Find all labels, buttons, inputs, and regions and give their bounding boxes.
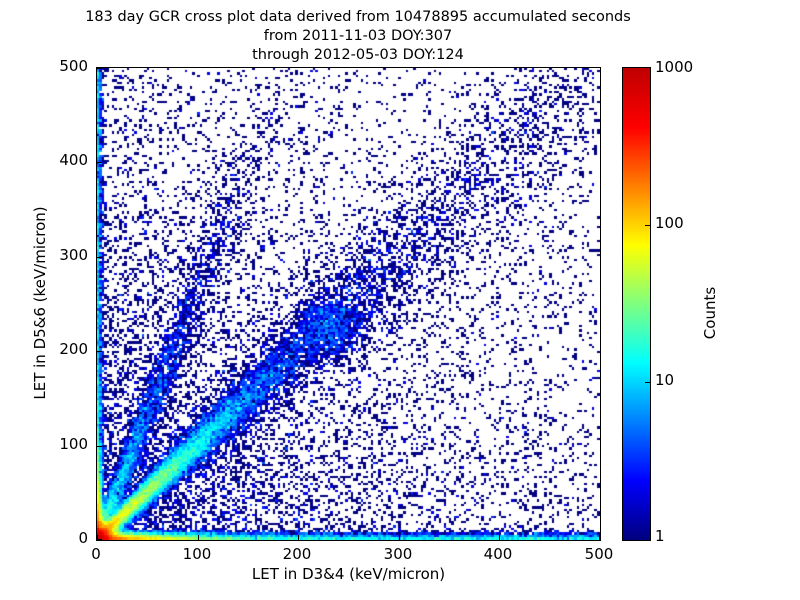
colorbar-tick-label: 100 xyxy=(655,214,684,232)
title-line-1: 183 day GCR cross plot data derived from… xyxy=(85,9,631,25)
x-tick-label: 500 xyxy=(584,545,614,563)
y-tick-label: 100 xyxy=(59,435,88,453)
y-tick-label: 300 xyxy=(59,246,88,264)
x-tick-label: 100 xyxy=(182,545,212,563)
y-tick-label: 200 xyxy=(59,340,88,358)
colorbar xyxy=(622,67,651,541)
colorbar-tick-label: 10 xyxy=(655,371,675,389)
x-tick-label: 300 xyxy=(383,545,413,563)
colorbar-tick-label: 1 xyxy=(655,527,665,545)
x-axis-label: LET in D3&4 (keV/micron) xyxy=(251,565,446,583)
title-line-2: from 2011-11-03 DOY:307 xyxy=(263,28,453,44)
x-tick-label: 0 xyxy=(91,545,101,563)
y-tick-label: 500 xyxy=(59,57,88,75)
y-axis-label: LET in D5&6 (keV/micron) xyxy=(31,206,49,400)
page-title: 183 day GCR cross plot data derived from… xyxy=(0,8,716,65)
scatter-plot-axes xyxy=(96,67,601,541)
x-tick-label: 400 xyxy=(483,545,513,563)
title-line-3: through 2012-05-03 DOY:124 xyxy=(252,47,464,63)
colorbar-tick-label: 1000 xyxy=(655,58,694,76)
y-tick-label: 0 xyxy=(78,529,88,547)
colorbar-gradient xyxy=(623,68,650,540)
density-scatter-plot xyxy=(97,68,600,540)
colorbar-tick-mark xyxy=(645,382,650,383)
colorbar-label: Counts xyxy=(701,286,719,340)
colorbar-tick-mark xyxy=(645,225,650,226)
y-tick-label: 400 xyxy=(59,151,88,169)
x-tick-label: 200 xyxy=(282,545,312,563)
